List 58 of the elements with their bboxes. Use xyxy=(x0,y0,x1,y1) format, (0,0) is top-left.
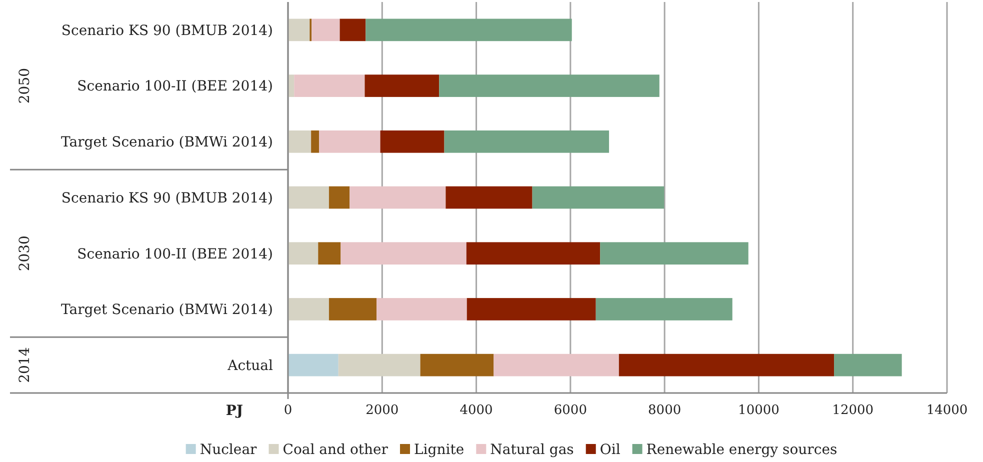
x-tick-label: 4000 xyxy=(460,403,493,418)
legend-label: Lignite xyxy=(414,442,464,458)
bar xyxy=(311,130,320,153)
bar xyxy=(338,354,420,376)
bar xyxy=(328,186,350,209)
bar xyxy=(288,186,329,209)
bar xyxy=(466,298,596,320)
x-tick-label: 2000 xyxy=(366,403,399,418)
bar xyxy=(466,242,600,265)
bar xyxy=(288,18,310,42)
legend-label: Nuclear xyxy=(200,442,258,458)
bar xyxy=(532,186,664,209)
bar xyxy=(340,242,466,265)
bar xyxy=(834,354,902,376)
y-tick-label: Scenario 100-II (BEE 2014) xyxy=(77,246,273,262)
y-tick-label: Scenario 100-II (BEE 2014) xyxy=(77,78,273,95)
bar xyxy=(340,18,366,42)
bar xyxy=(446,186,532,209)
bar xyxy=(288,242,318,265)
text: 2050 xyxy=(16,68,33,104)
bar xyxy=(288,130,312,153)
bar xyxy=(376,298,467,320)
bar xyxy=(364,74,440,97)
x-tick-label: 6000 xyxy=(554,403,587,418)
y-tick-label: Target Scenario (BMWi 2014) xyxy=(61,134,273,151)
bar xyxy=(596,298,732,320)
y-tick-label: Scenario KS 90 (BMUB 2014) xyxy=(61,190,273,206)
y-tick-label: Actual xyxy=(226,358,274,374)
legend-label: Renewable energy sources xyxy=(646,442,838,458)
bar xyxy=(618,354,834,376)
bar xyxy=(600,242,748,265)
bar xyxy=(439,74,660,97)
bar xyxy=(350,186,446,209)
y-tick-label: Target Scenario (BMWi 2014) xyxy=(61,302,273,318)
text: 2030 xyxy=(16,236,33,272)
bar xyxy=(294,74,365,97)
bar xyxy=(444,130,610,153)
x-tick-label: 0 xyxy=(284,403,292,418)
x-tick-label: 12000 xyxy=(832,403,874,418)
bar xyxy=(366,18,572,42)
bar xyxy=(319,130,380,153)
bar xyxy=(288,354,338,376)
bar xyxy=(318,242,341,265)
x-tick-label: 14000 xyxy=(926,403,968,418)
legend-label: Natural gas xyxy=(490,442,574,458)
bar xyxy=(288,298,329,320)
legend-label: Coal and other xyxy=(282,442,388,458)
x-axis-title: PJ xyxy=(226,403,244,419)
bar xyxy=(312,18,340,42)
y-tick-label: Scenario KS 90 (BMUB 2014) xyxy=(61,22,273,39)
text: 2014 xyxy=(16,347,33,383)
legend-label: Oil xyxy=(600,442,621,458)
bar xyxy=(494,354,619,376)
bar xyxy=(328,298,376,320)
x-tick-label: 10000 xyxy=(738,403,780,418)
bar xyxy=(420,354,494,376)
x-tick-label: 8000 xyxy=(648,403,682,418)
bar xyxy=(380,130,444,153)
